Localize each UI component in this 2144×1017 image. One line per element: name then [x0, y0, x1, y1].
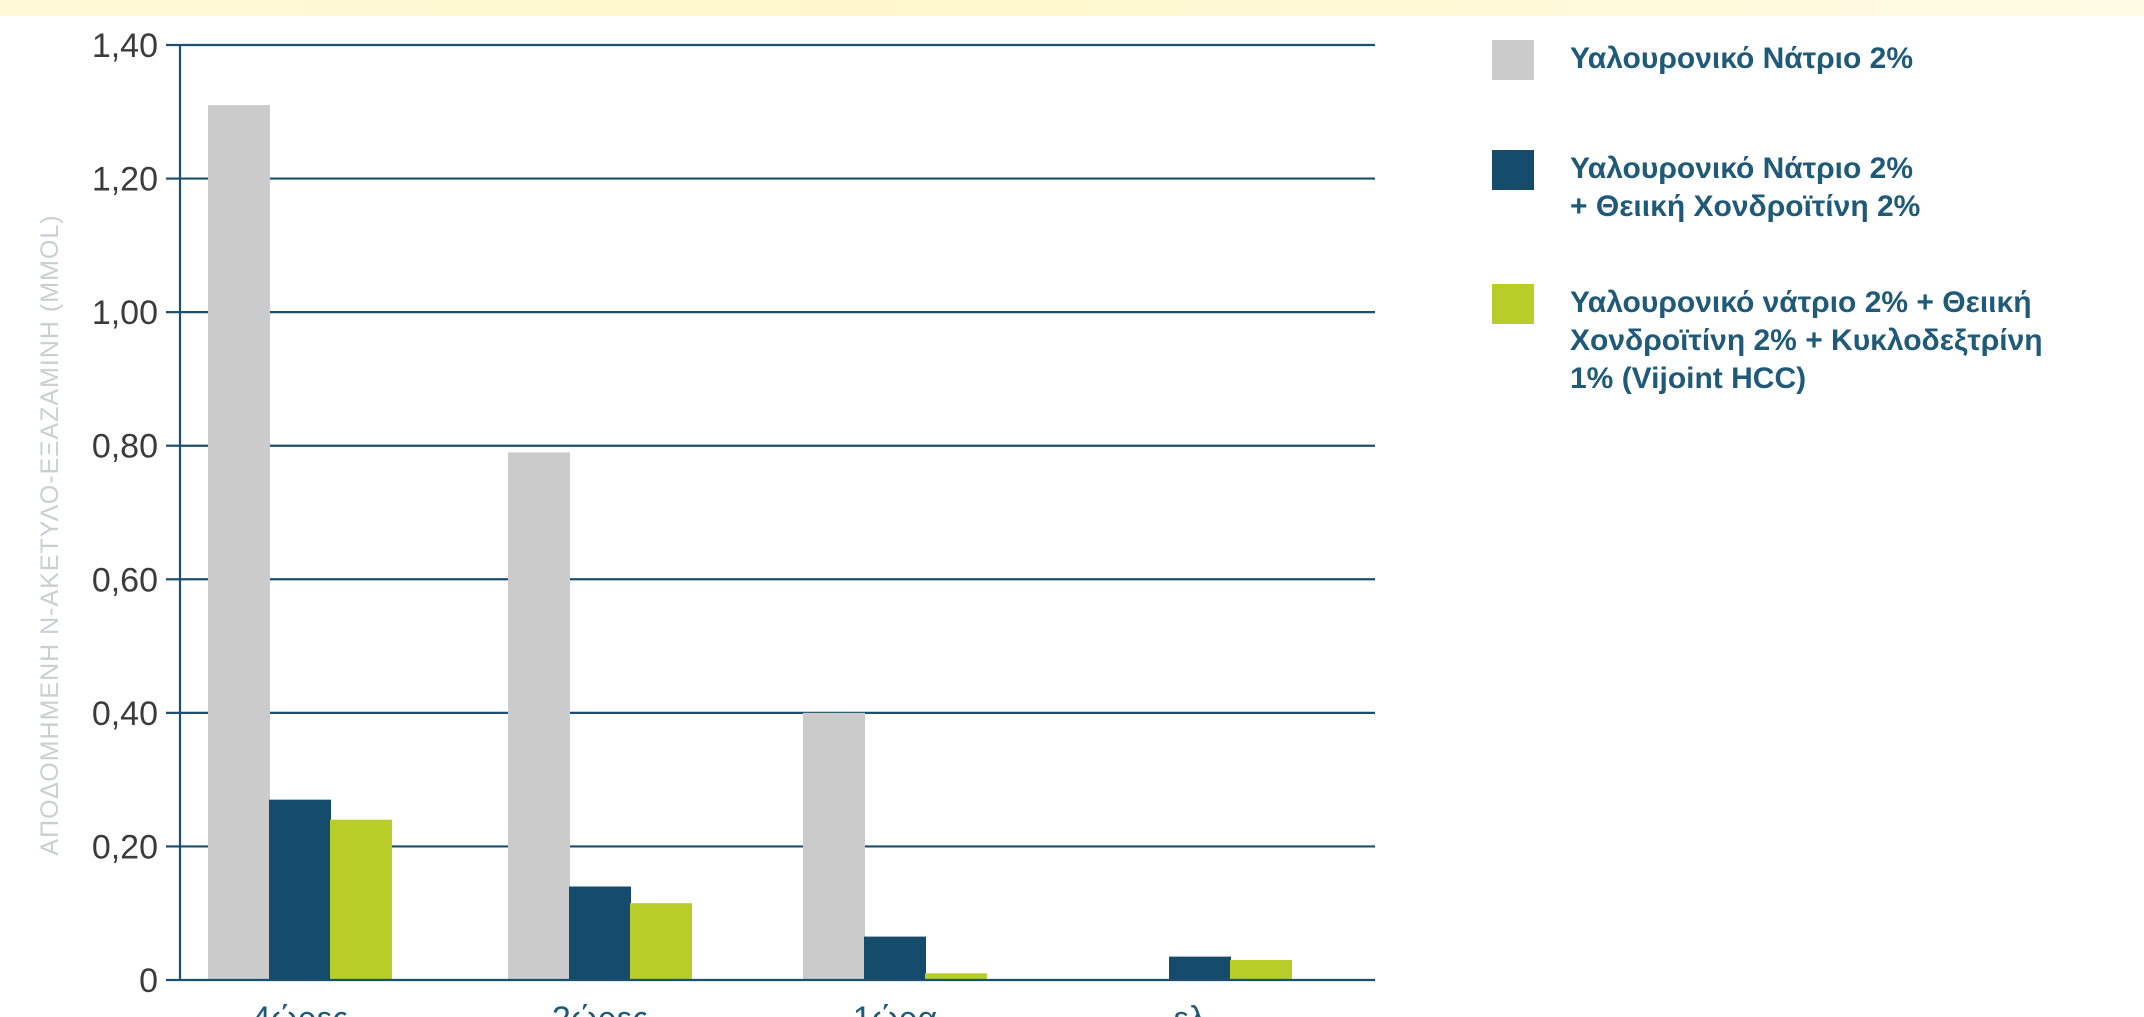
bar-series-2-2: [569, 886, 631, 980]
legend-label: Υαλουρονικό Νάτριο 2% + Θειική Χονδροϊτί…: [1570, 152, 1921, 223]
legend-swatch: [1492, 40, 1534, 80]
legend-item-3: Υαλουρονικό νάτριο 2% + Θειική Χονδροϊτί…: [1492, 284, 2043, 398]
bar-series-3-2: [630, 903, 692, 980]
y-tick-label: 0,80: [92, 428, 158, 466]
x-category-label: ελ.-: [1174, 1000, 1227, 1017]
gridlines: [180, 43, 1375, 848]
y-tick-label: 1,00: [92, 294, 158, 332]
y-tick-label: 0,20: [92, 828, 158, 866]
bar-series-3-3: [925, 973, 987, 980]
y-tick-label: 1,20: [92, 161, 158, 199]
bar-series-2-4: [1169, 956, 1231, 980]
bar-series-1-3: [803, 712, 865, 980]
bar-series-3-4: [1230, 959, 1292, 980]
y-tick-label: 1,40: [92, 27, 158, 65]
bar-series-1-1: [208, 105, 270, 981]
bars: [208, 105, 1292, 981]
legend-label: Υαλουρονικό νάτριο 2% + Θειική Χονδροϊτί…: [1570, 286, 2043, 395]
bar-series-3-1: [330, 819, 392, 980]
top-decorative-strip: [0, 0, 2144, 16]
bar-series-1-2: [508, 452, 570, 981]
y-tick-label: 0,40: [92, 695, 158, 733]
legend-item-1: Υαλουρονικό Νάτριο 2%: [1492, 40, 1913, 80]
bar-series-2-3: [864, 936, 926, 980]
x-category-label: 2ώρες: [552, 1000, 648, 1017]
bar-series-2-1: [269, 799, 331, 980]
legend-swatch: [1492, 284, 1534, 324]
legend-label: Υαλουρονικό Νάτριο 2%: [1570, 42, 1914, 75]
legend-item-2: Υαλουρονικό Νάτριο 2% + Θειική Χονδροϊτί…: [1492, 150, 1920, 226]
y-tick-label: 0,60: [92, 561, 158, 599]
y-tick-label: 0: [139, 962, 158, 1000]
x-category-label: 4ώρες: [252, 1000, 348, 1017]
y-tick-labels: 0 0,20 0,40 0,60 0,80 1,00 1,20 1,40: [92, 27, 158, 1000]
legend-swatch: [1492, 150, 1534, 190]
axes: [166, 43, 1375, 982]
x-category-labels: 4ώρες 2ώρες 1ώρα ελ.-: [252, 1000, 1227, 1017]
y-axis-label: ΑΠΟΔΟΜΗΜΕΝΗ Ν-ΑΚΕΤΥΛΟ-ΕΞΑΖΑΜΙΝΗ (MMOL): [36, 214, 64, 855]
x-category-label: 1ώρα: [853, 1000, 937, 1017]
